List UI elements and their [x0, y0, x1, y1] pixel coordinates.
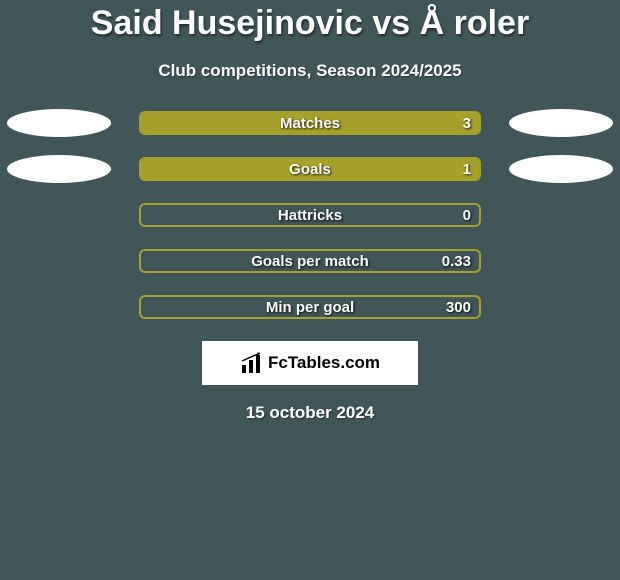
- page-title: Said Husejinovic vs Å roler: [0, 0, 620, 43]
- logo-text: FcTables.com: [268, 353, 380, 373]
- stat-row: Hattricks0: [0, 203, 620, 227]
- stat-row: Min per goal300: [0, 295, 620, 319]
- stat-label: Min per goal: [141, 297, 479, 317]
- logo-box: FcTables.com: [202, 341, 418, 385]
- left-oval-icon: [7, 155, 111, 183]
- stat-bar: Goals per match0.33: [139, 249, 481, 273]
- stat-bar-fill: [141, 159, 479, 179]
- stat-bar: Min per goal300: [139, 295, 481, 319]
- stat-value: 300: [446, 297, 471, 317]
- bar-chart-icon: [240, 351, 264, 375]
- comparison-card: Said Husejinovic vs Å roler Club competi…: [0, 0, 620, 580]
- right-oval-icon: [509, 155, 613, 183]
- stat-bar: Matches3: [139, 111, 481, 135]
- stat-value: 0: [463, 205, 471, 225]
- right-spacer: [509, 293, 613, 321]
- stat-row: Goals1: [0, 157, 620, 181]
- right-spacer: [509, 201, 613, 229]
- stat-row: Goals per match0.33: [0, 249, 620, 273]
- stat-label: Hattricks: [141, 205, 479, 225]
- stats-list: Matches3Goals1Hattricks0Goals per match0…: [0, 111, 620, 319]
- left-spacer: [7, 293, 111, 321]
- stat-row: Matches3: [0, 111, 620, 135]
- stat-bar-fill: [141, 113, 479, 133]
- left-spacer: [7, 201, 111, 229]
- stat-value: 0.33: [442, 251, 471, 271]
- stat-bar: Goals1: [139, 157, 481, 181]
- stat-bar: Hattricks0: [139, 203, 481, 227]
- left-spacer: [7, 247, 111, 275]
- right-spacer: [509, 247, 613, 275]
- left-oval-icon: [7, 109, 111, 137]
- stat-label: Goals per match: [141, 251, 479, 271]
- right-oval-icon: [509, 109, 613, 137]
- date-text: 15 october 2024: [0, 403, 620, 423]
- subtitle: Club competitions, Season 2024/2025: [0, 61, 620, 81]
